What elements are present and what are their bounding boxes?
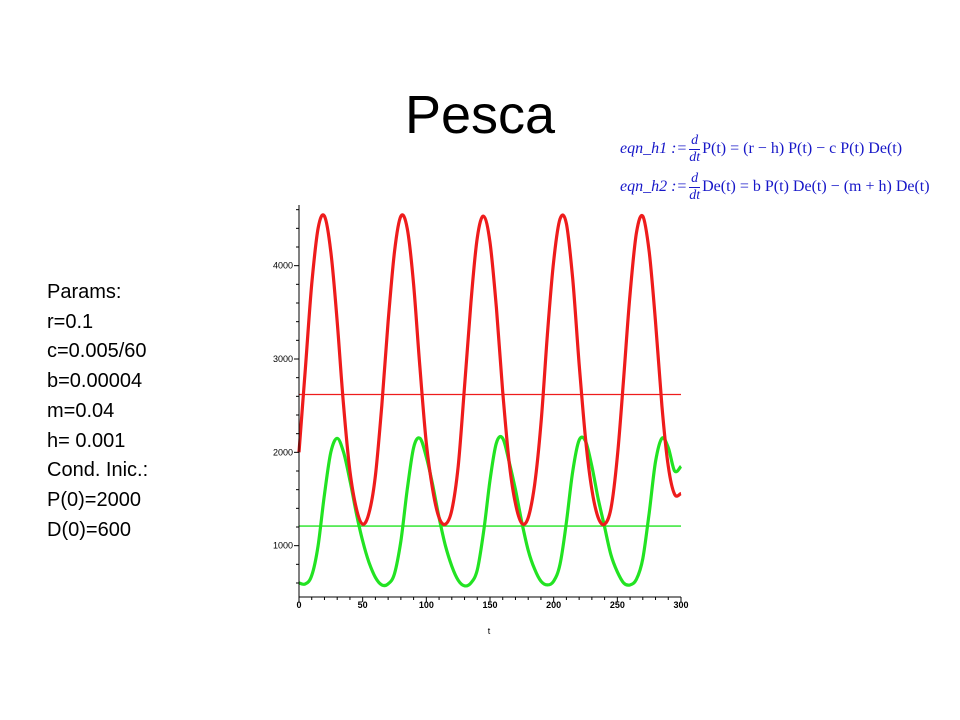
param-line: D(0)=600 xyxy=(47,518,131,541)
param-line: Cond. Inic.: xyxy=(47,459,149,482)
y-tick-label: 1000 xyxy=(273,541,293,551)
equation-1-lhs: eqn_h1 := xyxy=(620,140,688,157)
x-tick-label: 0 xyxy=(296,600,301,610)
params-block: Params: r=0.1 c=0.005/60 b=0.00004 m=0.04 h= … xyxy=(47,278,148,545)
param-line: Params: xyxy=(47,281,122,303)
equation-1: eqn_h1 := d dt P(t) = (r − h) P(t) − c P… xyxy=(620,130,930,168)
equations: eqn_h1 := d dt P(t) = (r − h) P(t) − c P… xyxy=(620,130,930,206)
equation-2-rhs: De(t) = b P(t) De(t) − (m + h) De(t) xyxy=(702,178,930,195)
equation-2: eqn_h2 := d dt De(t) = b P(t) De(t) − (m… xyxy=(620,168,930,206)
x-tick-label: 200 xyxy=(546,600,561,610)
param-line: h= 0.001 xyxy=(47,429,126,452)
derivative-numerator: d xyxy=(691,170,699,186)
slide-title: Pesca xyxy=(404,85,556,145)
line-chart: 1000 2000 3000 4000 0 50 100 150 200 250 300 t xyxy=(273,205,689,636)
series-line-predator xyxy=(298,435,683,588)
series-line-prey xyxy=(297,213,682,527)
param-line: m=0.04 xyxy=(47,399,115,422)
derivative-operator: d dt xyxy=(689,170,701,203)
x-tick-label: 150 xyxy=(482,600,497,610)
x-tick-label: 100 xyxy=(419,600,434,610)
y-tick-label: 3000 xyxy=(273,354,293,364)
derivative-denominator: dt xyxy=(689,187,701,203)
param-line: b=0.00004 xyxy=(47,370,143,393)
param-line: r=0.1 xyxy=(47,310,94,333)
derivative-denominator: dt xyxy=(689,149,701,165)
derivative-operator: d dt xyxy=(689,132,701,165)
x-tick-label: 50 xyxy=(358,600,368,610)
y-tick-label: 4000 xyxy=(273,261,293,271)
equation-1-rhs: P(t) = (r − h) P(t) − c P(t) De(t) xyxy=(702,140,903,157)
y-tick-label: 2000 xyxy=(273,447,293,457)
param-line: P(0)=2000 xyxy=(47,488,141,511)
x-axis-label: t xyxy=(488,626,491,636)
equation-2-lhs: eqn_h2 := xyxy=(620,178,688,195)
derivative-numerator: d xyxy=(691,132,699,148)
param-line: c=0.005/60 xyxy=(47,340,147,363)
x-tick-label: 250 xyxy=(610,600,625,610)
x-tick-label: 300 xyxy=(673,600,688,610)
